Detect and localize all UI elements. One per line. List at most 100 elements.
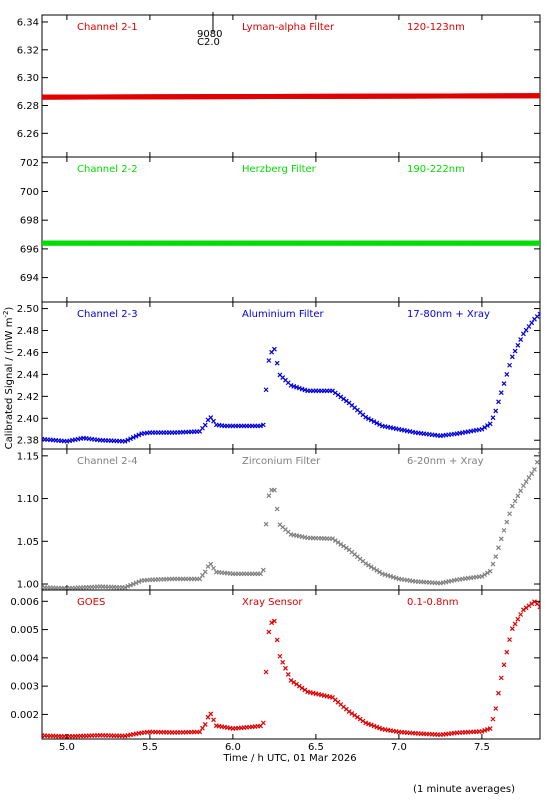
y-tick-label: 0.005 bbox=[10, 625, 39, 636]
data-point bbox=[490, 561, 496, 567]
data-point bbox=[357, 716, 363, 722]
data-point bbox=[501, 662, 507, 668]
data-point bbox=[277, 653, 283, 659]
y-tick-label: 702 bbox=[20, 158, 39, 169]
data-point bbox=[529, 320, 535, 326]
y-tick-label: 0.002 bbox=[10, 710, 39, 721]
data-point bbox=[363, 414, 369, 420]
x-tick-label: 7.5 bbox=[474, 742, 490, 753]
data-point bbox=[518, 612, 524, 617]
data-point bbox=[263, 669, 269, 675]
data-point bbox=[133, 580, 139, 586]
data-point bbox=[271, 346, 277, 352]
data-point bbox=[490, 716, 496, 722]
data-point bbox=[335, 540, 341, 545]
data-point bbox=[496, 399, 501, 405]
data-point bbox=[512, 621, 518, 627]
data-point bbox=[538, 93, 540, 99]
y-tick-label: 2.42 bbox=[17, 392, 39, 403]
data-point bbox=[520, 483, 526, 489]
y-tick-label: 0.003 bbox=[10, 682, 39, 693]
panel-frame bbox=[41, 448, 541, 591]
data-point bbox=[260, 567, 266, 573]
data-point bbox=[128, 436, 133, 442]
data-point bbox=[504, 649, 510, 655]
data-point bbox=[274, 360, 280, 366]
data-point bbox=[368, 417, 374, 423]
y-tick-label: 694 bbox=[20, 273, 39, 284]
data-point bbox=[211, 418, 216, 424]
averaging-note: (1 minute averages) bbox=[413, 784, 515, 795]
data-point bbox=[366, 562, 371, 568]
data-point bbox=[507, 511, 512, 517]
data-point bbox=[130, 581, 136, 587]
data-point bbox=[485, 423, 490, 429]
x-tick-label: 5.5 bbox=[142, 742, 158, 753]
data-point bbox=[285, 671, 291, 677]
data-point bbox=[343, 545, 349, 551]
data-point bbox=[302, 687, 308, 693]
panel-frame bbox=[41, 301, 541, 450]
data-point bbox=[122, 438, 128, 444]
data-point bbox=[260, 422, 266, 428]
data-series-2 bbox=[42, 240, 540, 246]
data-point bbox=[479, 426, 485, 432]
data-point bbox=[271, 487, 277, 493]
data-point bbox=[537, 451, 540, 457]
data-point bbox=[202, 569, 208, 575]
data-point bbox=[487, 421, 493, 427]
data-point bbox=[349, 711, 355, 716]
y-tick-label: 6.26 bbox=[17, 129, 39, 140]
data-point bbox=[266, 493, 272, 499]
data-point bbox=[507, 637, 512, 643]
data-point bbox=[136, 579, 142, 585]
panel-frame bbox=[41, 156, 541, 303]
y-tick-label: 6.34 bbox=[17, 17, 39, 28]
data-point bbox=[374, 420, 380, 426]
data-point bbox=[338, 541, 344, 547]
x-tick-label: 7.0 bbox=[391, 742, 407, 753]
x-tick-label: 6.5 bbox=[308, 742, 324, 753]
data-point bbox=[496, 545, 501, 551]
data-point bbox=[271, 618, 277, 624]
data-point bbox=[346, 709, 352, 714]
x-axis-label: Time / h UTC, 01 Mar 2026 bbox=[222, 753, 356, 764]
y-tick-label: 1.00 bbox=[17, 580, 39, 591]
flare-marker-label-bottom: C2.0 bbox=[197, 37, 220, 48]
data-point bbox=[520, 331, 526, 337]
data-point bbox=[368, 722, 374, 728]
data-series-1 bbox=[42, 93, 540, 100]
data-point bbox=[341, 543, 346, 549]
data-point bbox=[537, 604, 540, 610]
panel-3: 2.38 2.40 2.42 2.44 2.46 2.48 2.50 Channel 2-3 A… bbox=[17, 301, 541, 450]
channel-label: Channel 2-4 bbox=[77, 456, 138, 467]
panel-5: 0.002 0.003 0.004 0.005 0.006 GOES Xray Sensor… bbox=[10, 589, 541, 740]
data-point bbox=[515, 493, 521, 499]
data-point bbox=[260, 720, 266, 726]
data-series-3 bbox=[42, 311, 540, 444]
y-tick-label: 0.004 bbox=[10, 653, 39, 664]
data-point bbox=[529, 471, 535, 476]
data-point bbox=[534, 459, 540, 465]
data-point bbox=[518, 488, 524, 494]
data-point bbox=[538, 240, 540, 246]
data-point bbox=[504, 371, 510, 377]
data-point bbox=[366, 416, 371, 422]
y-tick-label: 6.30 bbox=[17, 73, 39, 84]
data-point bbox=[509, 503, 515, 509]
data-point bbox=[208, 711, 214, 717]
data-point bbox=[526, 324, 532, 329]
panel-4: 1.00 1.05 1.10 1.15 Channel 2-4 Zirconium Fil… bbox=[17, 448, 541, 591]
data-point bbox=[509, 354, 515, 360]
data-point bbox=[280, 659, 286, 665]
data-point bbox=[288, 678, 294, 683]
data-point bbox=[371, 566, 377, 572]
y-axis-label: Calibrated Signal / (mW m-2) bbox=[2, 307, 15, 450]
y-tick-label: 0.006 bbox=[10, 597, 39, 608]
data-point bbox=[371, 419, 377, 424]
range-label: 190-222nm bbox=[407, 164, 465, 175]
filter-label: Aluminium Filter bbox=[242, 309, 325, 320]
data-point bbox=[493, 706, 499, 711]
data-point bbox=[125, 437, 131, 443]
range-label: 0.1-0.8nm bbox=[407, 597, 459, 608]
